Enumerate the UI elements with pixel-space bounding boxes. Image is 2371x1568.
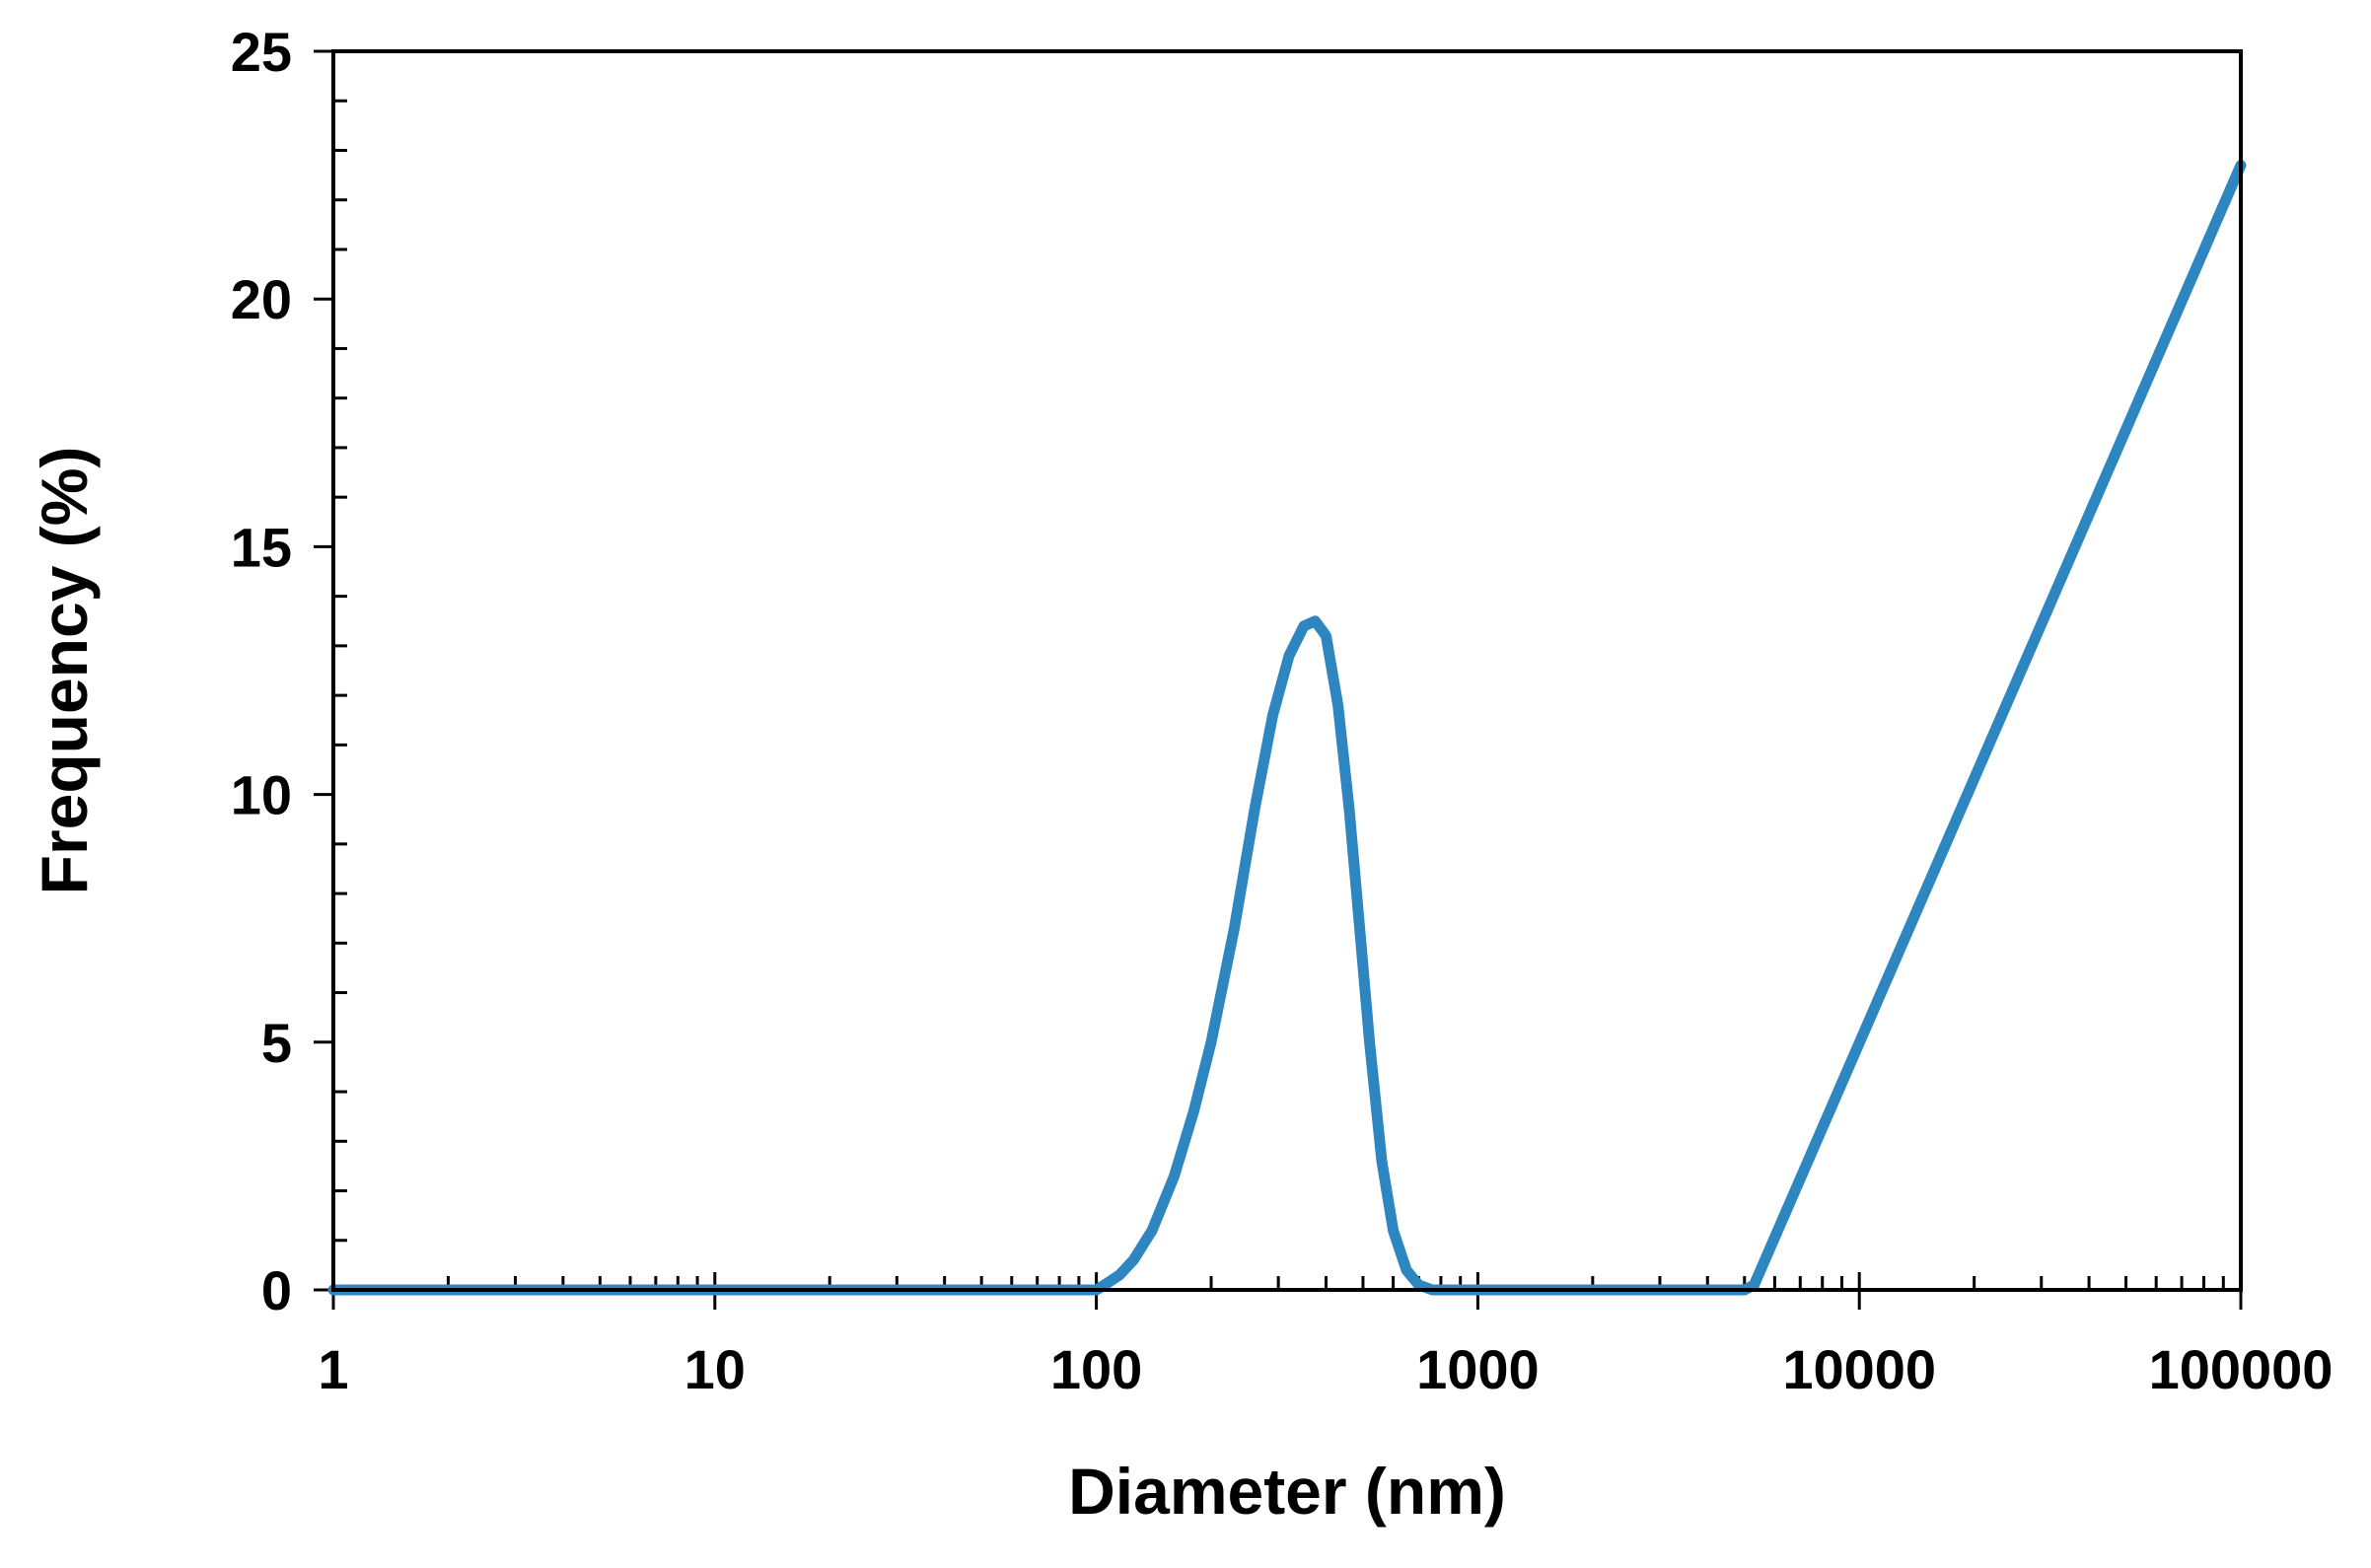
x-axis-title: Diameter (nm) (1068, 1455, 1506, 1528)
x-tick-label: 10000 (1782, 1338, 1936, 1400)
y-tick-label: 0 (261, 1259, 292, 1321)
x-tick-label: 1000 (1416, 1338, 1540, 1400)
x-axis-tick-labels: 1 10 100 1000 10000 100000 (318, 1338, 2333, 1400)
y-tick-label: 10 (231, 764, 292, 826)
y-tick-label: 15 (231, 516, 292, 578)
y-axis-ticks (314, 49, 347, 1292)
y-tick-label: 20 (231, 268, 292, 330)
series-line-1 (327, 160, 2247, 1296)
x-tick-label: 10 (684, 1338, 746, 1400)
series-group (327, 160, 2247, 1296)
plot-area-frame (331, 49, 2243, 1292)
x-tick-label: 100000 (2149, 1338, 2334, 1400)
x-tick-label: 100 (1050, 1338, 1142, 1400)
x-tick-label: 1 (318, 1338, 348, 1400)
y-axis-tick-labels: 0 5 10 15 20 25 (231, 21, 292, 1321)
y-axis-title: Frequency (%) (28, 447, 101, 895)
y-tick-label: 25 (231, 21, 292, 83)
y-tick-label: 5 (261, 1012, 292, 1074)
